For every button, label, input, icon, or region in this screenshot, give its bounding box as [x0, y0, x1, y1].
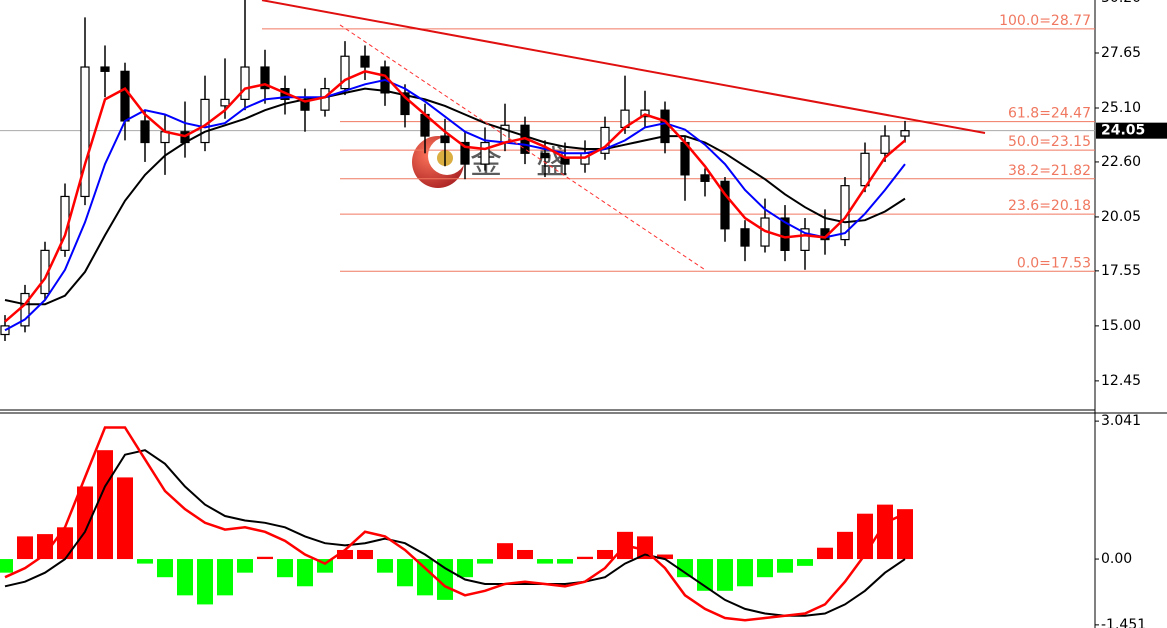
histogram-bar: [837, 531, 853, 560]
indicator-line: [4, 426, 906, 622]
histogram-bar: [117, 477, 133, 560]
histogram-bar: [37, 534, 53, 560]
candle-body: [900, 130, 910, 137]
y-tick-label: 17.55: [1101, 263, 1141, 279]
candle-body: [360, 55, 370, 68]
histogram-bar: [797, 559, 813, 566]
candle-body: [140, 120, 150, 144]
histogram-bar: [77, 486, 93, 560]
histogram-bar: [817, 547, 833, 560]
fib-label: 61.8=24.47: [1008, 106, 1091, 122]
histogram-bar: [57, 527, 73, 560]
histogram-bar: [677, 559, 693, 578]
histogram-bar: [737, 559, 753, 587]
histogram-bar: [257, 556, 273, 560]
histogram-bar: [457, 559, 473, 578]
histogram-bar: [417, 559, 433, 596]
candle-body: [860, 152, 870, 187]
candle-body: [240, 66, 250, 100]
histogram-bar: [17, 536, 33, 560]
histogram-bar: [497, 543, 513, 560]
fib-label: 0.0=17.53: [1017, 255, 1091, 271]
histogram-bar: [557, 559, 573, 564]
candle-body: [460, 141, 470, 165]
histogram-bar: [0, 559, 13, 573]
y-tick-label: 30.20: [1101, 0, 1141, 6]
fib-label: 23.6=20.18: [1008, 198, 1091, 214]
histogram-bar: [97, 450, 113, 560]
fib-label: 100.0=28.77: [999, 13, 1091, 29]
histogram-bar: [537, 559, 553, 564]
last-price-box: [1096, 122, 1167, 139]
indicator-line: [4, 449, 906, 617]
candle-body: [80, 66, 90, 198]
y-tick-label: 22.60: [1101, 154, 1141, 170]
histogram-bar: [717, 559, 733, 591]
trendline: [261, 0, 986, 135]
histogram-bar: [897, 509, 913, 560]
candle-body: [700, 174, 710, 182]
candle-body: [720, 180, 730, 230]
candle-body: [120, 70, 130, 122]
histogram-bar: [177, 559, 193, 596]
candle-body: [260, 66, 270, 90]
y-tick-label: -1.451: [1101, 617, 1146, 628]
candle-body: [200, 98, 210, 144]
histogram-bar: [477, 559, 493, 564]
candle-body: [220, 98, 230, 107]
histogram-bar: [517, 549, 533, 560]
candle-body: [780, 217, 790, 251]
indicator-line: [4, 78, 906, 332]
candle-body: [400, 92, 410, 116]
fib-label: 38.2=21.82: [1008, 163, 1091, 179]
y-tick-label: 20.05: [1101, 209, 1141, 225]
candle-body: [800, 228, 810, 251]
y-tick-label: 0.00: [1101, 551, 1132, 567]
histogram-bar: [397, 559, 413, 587]
dashed-line: [339, 24, 706, 271]
histogram-bar: [577, 556, 593, 560]
histogram-bar: [337, 549, 353, 560]
candle-body: [480, 141, 490, 165]
last-price-label: 24.05: [1101, 123, 1145, 139]
y-tick-label: 27.65: [1101, 45, 1141, 61]
histogram-bar: [217, 559, 233, 596]
candle-body: [740, 228, 750, 247]
histogram-bar: [157, 559, 173, 578]
candle-body: [320, 87, 330, 111]
histogram-bar: [777, 559, 793, 573]
indicator-line: [4, 69, 906, 323]
candle-body: [440, 135, 450, 144]
histogram-bar: [877, 504, 893, 560]
histogram-bar: [237, 559, 253, 573]
histogram-bar: [657, 554, 673, 560]
histogram-bar: [197, 559, 213, 605]
y-tick-label: 25.10: [1101, 100, 1141, 116]
candle-body: [340, 55, 350, 90]
candle-body: [20, 292, 30, 327]
candle-body: [880, 135, 890, 154]
histogram-bar: [357, 549, 373, 560]
histogram-bar: [597, 549, 613, 560]
histogram-bar: [377, 559, 393, 573]
candle-body: [100, 66, 110, 72]
histogram-bar: [277, 559, 293, 578]
histogram-bar: [297, 559, 313, 587]
histogram-bar: [137, 559, 153, 564]
fib-label: 50.0=23.15: [1008, 134, 1091, 150]
y-tick-label: 3.041: [1101, 413, 1141, 429]
histogram-bar: [757, 559, 773, 578]
y-tick-label: 12.45: [1101, 373, 1141, 389]
y-tick-label: 15.00: [1101, 318, 1141, 334]
candle-body: [540, 152, 550, 159]
indicator-line: [4, 87, 906, 306]
candle-body: [600, 126, 610, 154]
